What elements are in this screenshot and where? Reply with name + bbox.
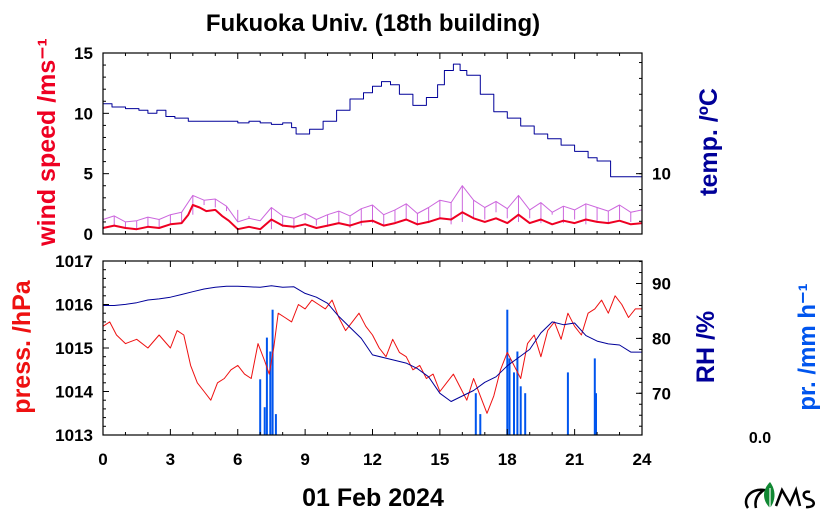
x-tick-label: 6 xyxy=(233,450,242,469)
chart-title: Fukuoka Univ. (18th building) xyxy=(206,10,540,37)
y-tick-label: 1016 xyxy=(55,296,93,315)
precip-bar xyxy=(508,358,511,435)
temp-axis-label: temp. /ºC xyxy=(695,88,723,196)
top-panel: 0 5 10 15 10 wind speed /ms⁻¹ temp. /ºC xyxy=(33,38,723,247)
wind-axis-label: wind speed /ms⁻¹ xyxy=(33,38,61,247)
precip-bar xyxy=(274,414,277,435)
y2-tick-label: 90 xyxy=(652,275,671,294)
precip-bar xyxy=(265,337,268,435)
top-axes: 0 5 10 15 10 xyxy=(74,44,671,244)
y-tick-label: 1015 xyxy=(55,339,93,358)
x-tick-label: 0 xyxy=(98,450,107,469)
precip-bar xyxy=(474,393,477,435)
rh-line xyxy=(103,285,642,402)
x-tick-label: 21 xyxy=(565,450,584,469)
y-tick-label: 10 xyxy=(74,104,93,123)
precip-bar xyxy=(524,393,527,435)
y2-tick-label: 70 xyxy=(652,384,671,403)
x-tick-label: 15 xyxy=(430,450,449,469)
bottom-axes: 0 3 6 9 12 15 18 21 24 1013 1014 1015 1016 1017 70 80 90 xyxy=(55,252,671,469)
precip-bar xyxy=(516,351,519,435)
precip-bar xyxy=(269,351,272,435)
precip-value-label: 0.0 xyxy=(749,430,771,447)
y2-tick-label: 80 xyxy=(652,329,671,348)
precip-bar xyxy=(513,372,515,435)
precip-bar xyxy=(566,372,569,435)
precip-bar xyxy=(479,414,482,435)
y-tick-label: 1013 xyxy=(55,426,93,445)
y-tick-label: 1017 xyxy=(55,252,93,271)
precip-bar xyxy=(519,386,522,435)
wind-speed-line xyxy=(102,204,643,231)
precip-bar xyxy=(593,358,596,435)
pressure-axis-label: press. /hPa xyxy=(8,279,36,413)
y2-tick-label: 10 xyxy=(652,165,671,184)
precip-axis-label: pr. /mm h⁻¹ xyxy=(794,283,821,410)
bottom-panel-frame xyxy=(102,260,643,436)
top-plot-area xyxy=(102,63,643,231)
x-tick-label: 3 xyxy=(166,450,175,469)
x-tick-label: 9 xyxy=(300,450,309,469)
precip-bar xyxy=(271,309,274,435)
bottom-panel: 0 3 6 9 12 15 18 21 24 1013 1014 1015 1016 1017 70 80 90… xyxy=(8,252,821,469)
bottom-plot-area xyxy=(102,285,642,435)
rh-axis-label: RH /% xyxy=(692,311,720,383)
pressure-line xyxy=(102,295,642,414)
y-tick-label: 1014 xyxy=(55,383,93,402)
mes-logo xyxy=(744,482,815,509)
precip-bar xyxy=(263,407,266,435)
precip-bar xyxy=(259,379,262,435)
y-tick-label: 15 xyxy=(74,44,93,63)
precip-bar xyxy=(595,393,597,435)
x-tick-label: 18 xyxy=(498,450,517,469)
y-tick-label: 0 xyxy=(84,225,93,244)
x-tick-label: 12 xyxy=(363,450,382,469)
x-tick-label: 24 xyxy=(633,450,652,469)
temperature-line xyxy=(103,63,642,178)
date-label: 01 Feb 2024 xyxy=(302,484,444,512)
y-tick-label: 5 xyxy=(84,165,93,184)
wind-gust-line xyxy=(102,185,643,223)
precip-bar xyxy=(506,309,509,435)
